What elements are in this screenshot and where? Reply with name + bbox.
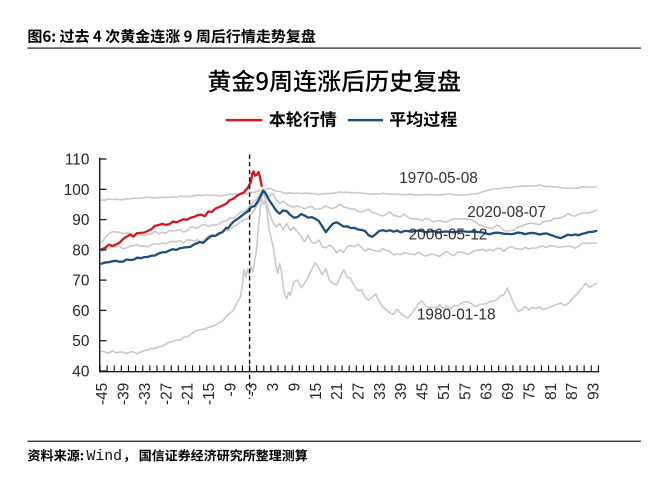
svg-text:69: 69	[500, 383, 517, 400]
svg-text:87: 87	[564, 383, 581, 400]
svg-text:75: 75	[521, 383, 538, 400]
svg-text:Wind: Wind	[87, 449, 123, 465]
svg-text:-9: -9	[222, 383, 239, 397]
svg-text:45: 45	[415, 383, 432, 400]
svg-text:-21: -21	[180, 383, 197, 405]
svg-text:50: 50	[72, 333, 89, 350]
svg-text:-3: -3	[244, 383, 261, 397]
svg-text:57: 57	[457, 383, 474, 400]
svg-text:-15: -15	[201, 383, 218, 405]
svg-text:80: 80	[72, 242, 89, 259]
svg-text:60: 60	[72, 303, 89, 320]
svg-text:2006-05-12: 2006-05-12	[409, 227, 488, 244]
svg-text:51: 51	[436, 383, 453, 400]
svg-text:39: 39	[393, 383, 410, 400]
svg-text:90: 90	[72, 212, 89, 229]
svg-text:27: 27	[351, 383, 368, 400]
svg-text:2020-08-07: 2020-08-07	[467, 204, 546, 221]
svg-text:-33: -33	[137, 383, 154, 405]
svg-text:81: 81	[543, 383, 560, 400]
svg-text:21: 21	[329, 383, 346, 400]
svg-text:110: 110	[65, 152, 90, 169]
svg-text:100: 100	[64, 182, 90, 199]
svg-text:93: 93	[586, 383, 603, 400]
svg-text:9: 9	[286, 383, 303, 392]
svg-text:3: 3	[265, 383, 282, 392]
svg-text:-39: -39	[116, 383, 133, 405]
svg-text:70: 70	[72, 273, 89, 290]
svg-text:-27: -27	[158, 383, 175, 405]
svg-text:-45: -45	[94, 383, 111, 405]
svg-text:1980-01-18: 1980-01-18	[417, 307, 496, 324]
svg-text:1970-05-08: 1970-05-08	[399, 170, 478, 187]
svg-text:63: 63	[479, 383, 496, 400]
svg-text:40: 40	[72, 364, 89, 381]
svg-text:33: 33	[372, 383, 389, 400]
svg-text:15: 15	[308, 383, 325, 400]
